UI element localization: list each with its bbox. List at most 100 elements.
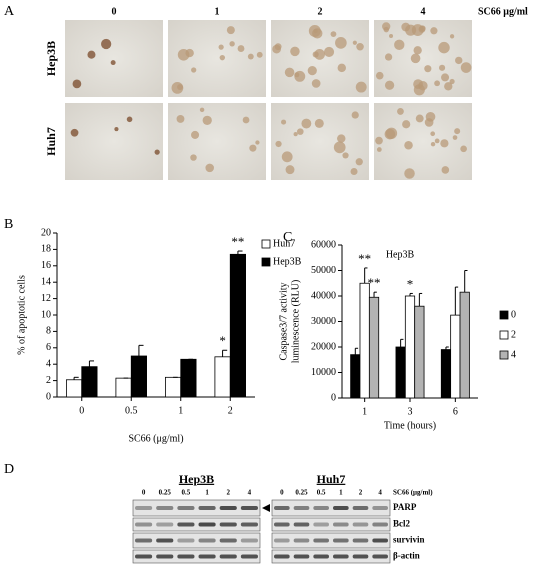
y-tick-label: 4 (46, 358, 51, 369)
stained-cell (101, 38, 112, 50)
group-label: Huh7 (317, 472, 346, 486)
stained-cell (452, 135, 458, 140)
significance: ** (368, 275, 381, 290)
stained-cell (237, 45, 245, 52)
stained-cell (191, 67, 197, 73)
lane-label: 2 (359, 489, 363, 497)
stained-cell (411, 24, 424, 36)
band (198, 538, 216, 543)
stained-cell (455, 56, 463, 65)
stained-cell (330, 31, 337, 38)
legend-label: 0 (511, 309, 516, 320)
band (156, 506, 174, 510)
legend-label: Hep3B (273, 256, 302, 267)
stained-cell (351, 111, 359, 119)
lane-label: 4 (248, 489, 252, 497)
band (372, 506, 388, 510)
stained-cell (376, 147, 382, 152)
band (352, 538, 369, 543)
y-tick-label: 40000 (311, 290, 336, 301)
band (293, 522, 310, 527)
band (219, 538, 237, 543)
bar (414, 305, 425, 399)
x-tick-label: 1 (178, 405, 183, 416)
band (198, 554, 216, 559)
stained-cell (384, 80, 395, 90)
band (135, 506, 153, 510)
stained-cell (389, 34, 394, 39)
stained-cell (312, 51, 319, 58)
stained-cell (312, 28, 323, 39)
stained-cell (434, 80, 441, 87)
stained-cell (191, 130, 200, 139)
stained-cell (404, 168, 415, 179)
unit-label: SC66 (μg/ml) (393, 489, 433, 497)
band (135, 538, 153, 543)
panel-letter: B (4, 217, 13, 232)
stained-cell (290, 46, 300, 57)
stained-cell (247, 53, 254, 60)
band (333, 554, 349, 559)
y-tick-label: 6 (46, 342, 51, 353)
y-tick-label: 20000 (311, 341, 336, 352)
micrograph (65, 103, 163, 180)
lane-label: 2 (227, 489, 231, 497)
panel-letter: A (4, 4, 15, 19)
band (219, 554, 237, 559)
column-label: 1 (215, 6, 220, 17)
stained-cell (154, 149, 160, 155)
band (177, 522, 195, 527)
band (156, 538, 174, 543)
stained-cell (285, 165, 295, 175)
stained-cell (205, 163, 214, 173)
stained-cell (415, 114, 424, 123)
bar (165, 376, 182, 398)
x-tick-label: 0 (79, 405, 84, 416)
stained-cell (434, 138, 440, 144)
stained-cell (176, 114, 185, 123)
band (177, 554, 195, 559)
y-tick-label: 60000 (311, 239, 336, 250)
bar (180, 358, 197, 398)
stained-cell (242, 116, 250, 124)
band (313, 506, 329, 510)
legend-label: 4 (511, 349, 516, 360)
x-tick-label: 2 (228, 405, 233, 416)
band (219, 522, 237, 527)
stained-cell (281, 151, 293, 163)
stained-cell (375, 136, 383, 145)
stained-cell (70, 128, 79, 137)
band (352, 522, 369, 527)
bar (130, 355, 147, 398)
band (293, 538, 310, 543)
stained-cell (401, 22, 411, 32)
stained-cell (190, 154, 197, 161)
y-tick-label: 0 (46, 391, 51, 402)
stained-cell (314, 118, 324, 128)
legend-swatch (499, 310, 509, 320)
panel-letter: C (283, 230, 292, 245)
stained-cell (460, 62, 472, 73)
bar (440, 349, 452, 399)
stained-cell (385, 127, 398, 140)
micrograph (374, 103, 472, 180)
stained-cell (229, 41, 235, 47)
band (240, 522, 258, 527)
stained-cell (294, 70, 306, 82)
band (352, 554, 369, 559)
lane-label: 1 (339, 489, 343, 497)
stained-cell (284, 67, 295, 78)
band (156, 522, 174, 527)
band (240, 538, 258, 543)
stained-cell (226, 26, 235, 35)
band (333, 522, 349, 527)
bar (350, 354, 361, 399)
column-label: 0 (112, 6, 117, 17)
stained-cell (324, 46, 335, 57)
stained-cell (449, 34, 455, 39)
band (274, 538, 290, 543)
micrograph (65, 20, 163, 97)
stained-cell (219, 54, 226, 61)
stained-cell (460, 145, 467, 153)
